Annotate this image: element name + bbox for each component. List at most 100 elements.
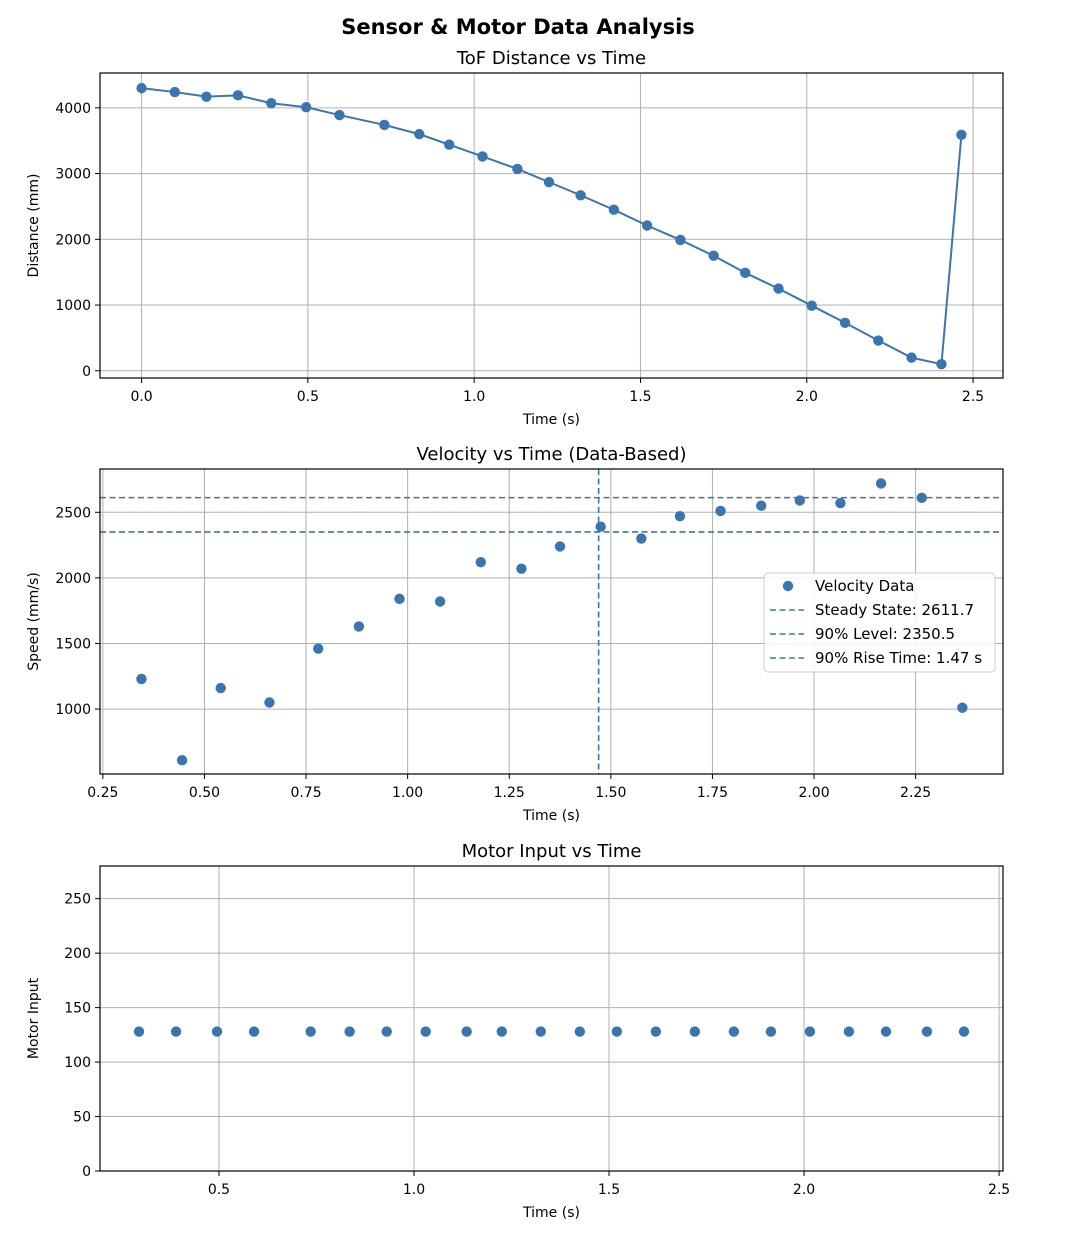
y-axis-label: Motor Input [26, 977, 42, 1059]
data-point [675, 234, 686, 246]
y-tick-label: 0 [82, 1164, 91, 1180]
plot-title: Motor Input vs Time [462, 841, 642, 862]
x-tick-label: 1.00 [392, 785, 423, 801]
data-point [136, 673, 147, 685]
y-tick-label: 200 [64, 946, 91, 962]
x-tick-label: 0.75 [290, 785, 321, 801]
x-tick-label: 2.25 [900, 785, 931, 801]
data-point [477, 151, 488, 162]
data-point [595, 521, 606, 532]
y-tick-label: 50 [73, 1110, 91, 1126]
data-point [875, 478, 887, 489]
data-point [906, 352, 917, 363]
data-point [873, 335, 884, 346]
axes-frame [99, 865, 1004, 1172]
x-tick-label: 1.5 [629, 389, 651, 405]
data-point [475, 556, 486, 568]
legend-label: 90% Rise Time: 1.47 s [815, 649, 982, 667]
x-axis-label: Time (s) [522, 412, 580, 428]
data-point [434, 596, 446, 607]
data-point [211, 1026, 223, 1037]
data-point [381, 1026, 392, 1037]
data-point [773, 283, 784, 294]
data-point [835, 497, 846, 509]
data-point [353, 621, 365, 632]
data-point [636, 533, 647, 544]
data-point [804, 1026, 816, 1037]
data-point [574, 1026, 585, 1037]
data-point [305, 1026, 316, 1037]
x-tick-label: 0.50 [189, 785, 220, 801]
data-point [215, 682, 226, 694]
x-tick-label: 1.25 [494, 785, 525, 801]
x-axis-label: Time (s) [522, 1205, 580, 1221]
data-point [765, 1026, 777, 1037]
plot-title: ToF Distance vs Time [456, 48, 646, 69]
data-point [916, 492, 927, 504]
data-point [169, 86, 181, 98]
data-point [176, 755, 188, 766]
motor-input-plot: Motor Input vs Time 0.5 1.0 1.5 2.0 2.5 0 50 100… [26, 841, 1010, 1221]
legend-label: 90% Level: 2350.5 [815, 625, 955, 643]
plot-title: Velocity vs Time (Data-Based) [417, 444, 687, 465]
data-point [266, 98, 277, 109]
x-tick-label: 0.25 [87, 785, 118, 801]
data-point [806, 300, 817, 311]
x-tick-label: 2.5 [988, 1182, 1010, 1198]
data-point [543, 176, 555, 188]
data-point [444, 139, 455, 150]
data-point [956, 129, 967, 140]
data-point [170, 1026, 182, 1037]
data-point [512, 163, 523, 175]
x-tick-label: 2.0 [793, 1182, 815, 1198]
data-point [843, 1026, 855, 1037]
data-point [740, 267, 751, 279]
data-point [133, 1026, 145, 1037]
data-point [334, 109, 345, 121]
data-point [496, 1026, 507, 1037]
data-point [379, 119, 390, 131]
data-point [461, 1026, 472, 1037]
legend-marker [782, 580, 794, 592]
axes-frame [99, 72, 1004, 379]
legend: Velocity Data Steady State: 2611.7 90% Lev… [763, 572, 996, 673]
y-tick-label: 100 [64, 1055, 91, 1071]
y-tick-label: 1000 [55, 298, 91, 314]
data-point [921, 1026, 933, 1037]
y-tick-label: 4000 [55, 101, 91, 117]
data-point [344, 1026, 355, 1037]
data-point [674, 511, 686, 522]
data-point [728, 1026, 740, 1037]
x-tick-label: 1.0 [403, 1182, 425, 1198]
legend-frame [763, 572, 996, 673]
data-point [575, 190, 586, 201]
data-point [839, 317, 851, 328]
data-point [880, 1026, 892, 1037]
x-tick-label: 0.0 [130, 389, 152, 405]
y-tick-label: 1500 [55, 636, 91, 652]
data-point [650, 1026, 662, 1037]
data-point [957, 702, 968, 713]
data-point [516, 563, 527, 574]
data-point [535, 1026, 546, 1037]
data-point [958, 1026, 970, 1037]
x-tick-label: 0.5 [297, 389, 319, 405]
x-tick-label: 2.0 [796, 389, 818, 405]
x-tick-label: 2.00 [798, 785, 829, 801]
x-tick-label: 1.75 [697, 785, 728, 801]
data-point [689, 1026, 701, 1037]
data-point [248, 1026, 260, 1037]
data-point [608, 204, 620, 215]
y-tick-label: 3000 [55, 167, 91, 183]
data-point [755, 500, 767, 511]
data-point [394, 593, 405, 605]
x-tick-label: 0.5 [208, 1182, 230, 1198]
data-point [936, 358, 947, 370]
data-point [420, 1026, 431, 1037]
data-point [232, 90, 244, 101]
data-point [313, 643, 324, 654]
y-tick-label: 150 [64, 1001, 91, 1017]
data-point [794, 495, 806, 506]
x-tick-label: 1.50 [595, 785, 626, 801]
